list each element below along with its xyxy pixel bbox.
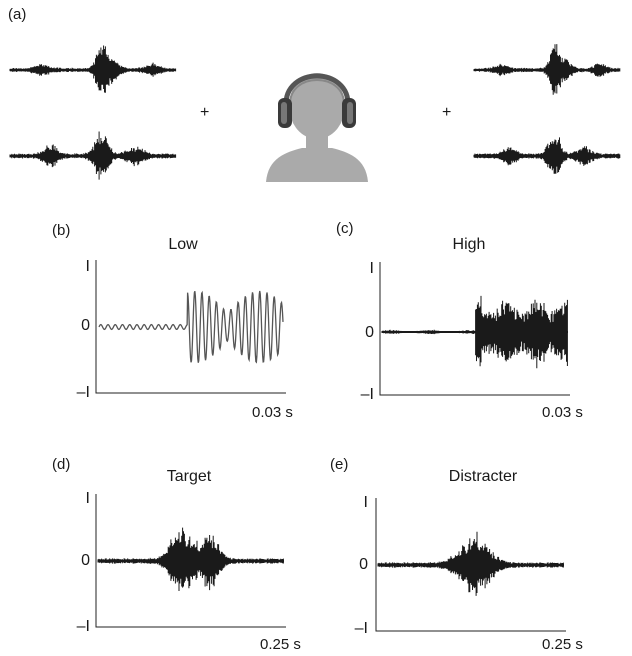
panel-c-axes <box>379 262 570 396</box>
panel-c-ytick-bottom: –I <box>360 386 374 403</box>
waveform-right-bottom <box>473 137 621 174</box>
panel-d-ytick-bottom: –I <box>76 618 90 635</box>
panel-e-ytick-zero: 0 <box>359 556 368 573</box>
waveform-trace <box>97 527 284 591</box>
panel-c-ytick-top: I <box>369 260 374 277</box>
panel-e-plot <box>375 498 566 632</box>
panel-d-plot <box>95 494 286 628</box>
panel-d-time-label: 0.25 s <box>260 636 301 653</box>
panel-b-ytick-zero: 0 <box>81 317 90 334</box>
plus-sign-right: + <box>442 104 452 121</box>
head-with-headphones-icon <box>266 73 368 182</box>
panel-b-plot <box>95 260 286 394</box>
panel-e-ytick-bottom: –I <box>354 620 368 637</box>
waveform-right-top <box>473 44 621 95</box>
panel-b-time-label: 0.03 s <box>252 404 293 421</box>
panel-d-ytick-top: I <box>85 490 90 507</box>
waveform-trace <box>98 290 284 364</box>
panel-e-time-label: 0.25 s <box>542 636 583 653</box>
panel-e-axes <box>375 498 566 632</box>
panel-e-ytick-top: I <box>363 494 368 511</box>
panel-d-axes <box>95 494 286 628</box>
panel-c-time-label: 0.03 s <box>542 404 583 421</box>
panel-c-title: High <box>452 236 486 253</box>
panel-c-ytick-zero: 0 <box>365 324 374 341</box>
panel-c-plot <box>379 262 570 396</box>
waveform-left-top <box>9 45 177 93</box>
panel-c-label: (c) <box>336 220 354 237</box>
panel-b-title: Low <box>168 236 198 253</box>
waveform-left-bottom <box>9 131 177 180</box>
panel-b-axes <box>95 260 286 394</box>
panel-b-ytick-bottom: –I <box>76 384 90 401</box>
plus-sign-left: + <box>200 104 210 121</box>
panel-e-label: (e) <box>330 456 349 473</box>
waveform-trace <box>377 531 564 596</box>
panel-e-title: Distracter <box>448 468 518 485</box>
panel-d-label: (d) <box>52 456 71 473</box>
panel-a-label: (a) <box>8 6 27 23</box>
panel-b-label: (b) <box>52 222 71 239</box>
panel-d-ytick-zero: 0 <box>81 552 90 569</box>
panel-d-title: Target <box>166 468 212 485</box>
panel-b-ytick-top: I <box>85 258 90 275</box>
